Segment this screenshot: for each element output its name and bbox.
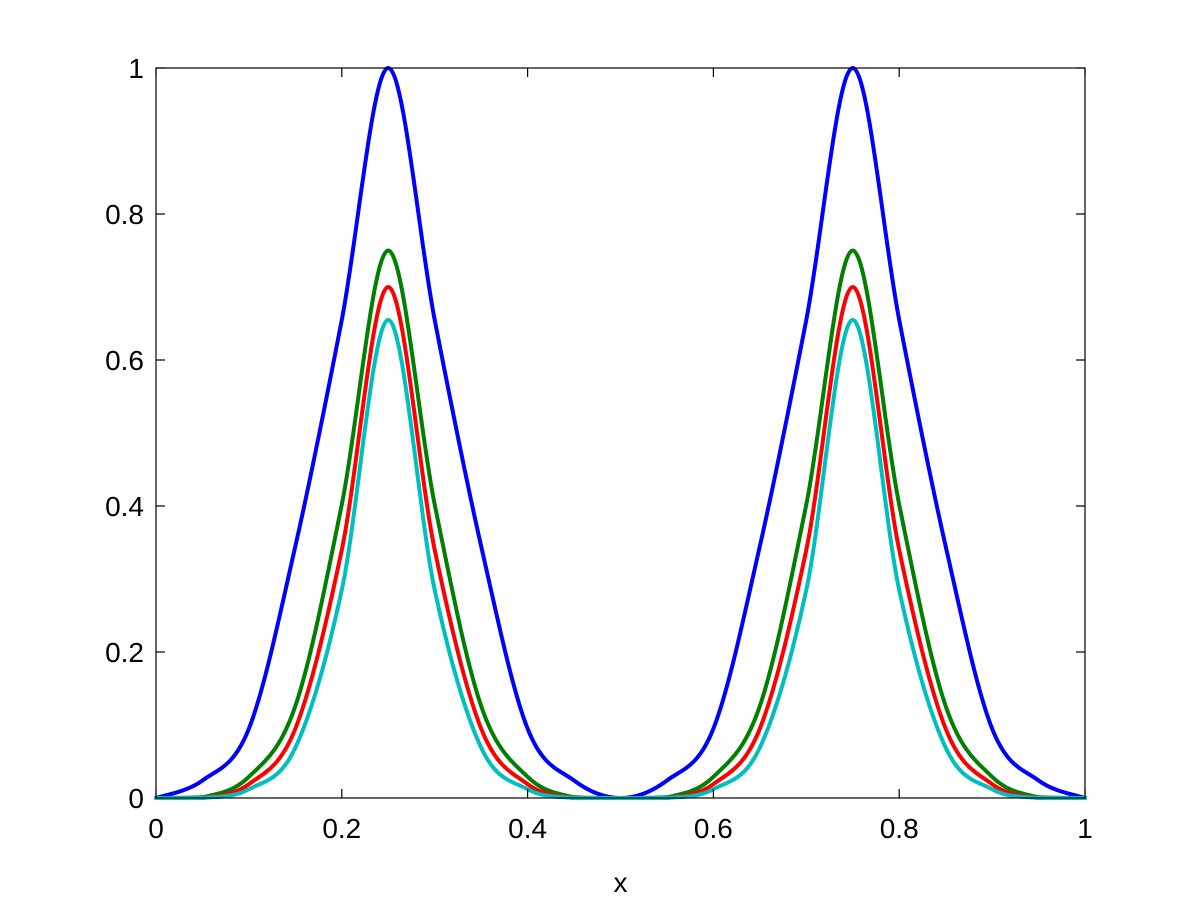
y-tick-label: 1 [128, 53, 144, 84]
x-tick-label: 1 [1077, 813, 1093, 844]
x-axis-label: x [614, 867, 628, 898]
y-tick-label: 0.6 [105, 345, 144, 376]
y-tick-label: 0 [128, 783, 144, 814]
x-tick-label: 0 [148, 813, 164, 844]
x-tick-labels: 0 0.2 0.4 0.6 0.8 1 [148, 813, 1093, 844]
y-tick-label: 0.4 [105, 491, 144, 522]
y-tick-label: 0.2 [105, 637, 144, 668]
x-tick-label: 0.8 [880, 813, 919, 844]
y-tick-labels: 0 0.2 0.4 0.6 0.8 1 [105, 53, 144, 814]
x-tick-label: 0.2 [322, 813, 361, 844]
x-tick-label: 0.4 [508, 813, 547, 844]
plot-frame [155, 67, 1086, 799]
y-tick-label: 0.8 [105, 199, 144, 230]
x-tick-label: 0.6 [694, 813, 733, 844]
